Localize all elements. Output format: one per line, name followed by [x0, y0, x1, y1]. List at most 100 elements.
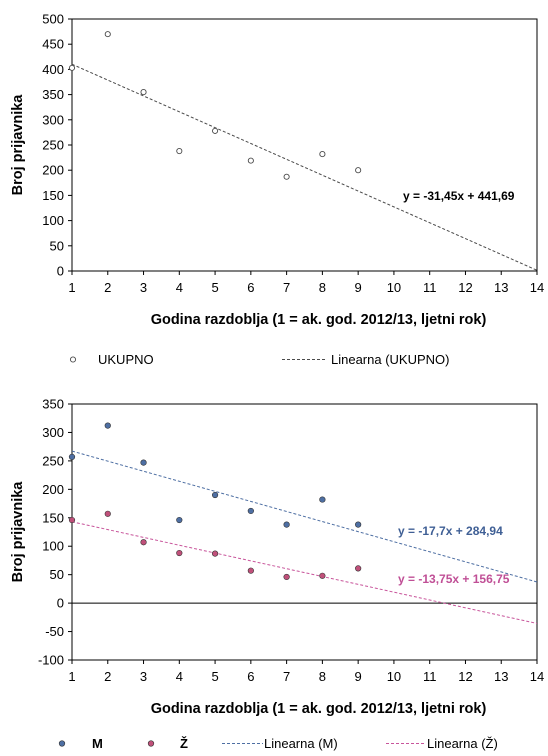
x-tick-label: 11 [423, 669, 437, 684]
x-tick-label: 1 [68, 669, 75, 684]
trendline-z [72, 521, 537, 624]
y-tick-label: 150 [42, 188, 64, 203]
trendline-equation: y = -13,75x + 156,75 [398, 572, 510, 586]
y-tick-label: 300 [42, 425, 64, 440]
data-point-m [319, 496, 326, 503]
data-point-z [247, 567, 254, 574]
y-tick-label: 0 [57, 264, 64, 279]
trendline-ukupno [72, 63, 537, 271]
plot-area-border [71, 18, 538, 272]
x-axis-title: Godina razdoblja (1 = ak. god. 2012/13, … [151, 701, 487, 717]
y-tick-label: -50 [45, 624, 64, 639]
y-tick-label: 300 [42, 112, 64, 127]
x-tick-label: 1 [68, 280, 75, 295]
y-tick-label: 400 [42, 62, 64, 77]
x-tick-label: 3 [140, 280, 147, 295]
data-point-m [140, 459, 147, 466]
plot-area-border [71, 403, 538, 661]
x-tick-label: 10 [387, 280, 401, 295]
x-tick-label: 14 [530, 280, 544, 295]
x-tick-label: 12 [458, 280, 472, 295]
data-point-ukupno [247, 157, 254, 164]
x-tick-label: 6 [247, 280, 254, 295]
y-tick-label: 450 [42, 37, 64, 52]
x-tick-label: 2 [104, 669, 111, 684]
data-point-ukupno [176, 147, 183, 155]
x-tick-label: 3 [140, 669, 147, 684]
y-tick-label: 100 [42, 539, 64, 554]
data-point-m [176, 516, 183, 524]
y-tick-label: 50 [50, 238, 64, 253]
legend-marker-z [147, 740, 155, 747]
data-point-ukupno [283, 173, 290, 180]
data-point-m [355, 521, 362, 528]
x-axis-title: Godina razdoblja (1 = ak. god. 2012/13, … [151, 312, 487, 328]
x-tick-label: 6 [247, 669, 254, 684]
x-tick-label: 5 [211, 669, 218, 684]
y-tick-label: 350 [42, 87, 64, 102]
legend-label: Linearna (UKUPNO) [331, 352, 450, 367]
y-tick-label: 250 [42, 453, 64, 468]
x-tick-label: 5 [211, 280, 218, 295]
data-point-m [211, 491, 219, 499]
data-point-z [355, 565, 362, 572]
x-tick-label: 9 [355, 280, 362, 295]
data-point-m [247, 507, 254, 515]
data-point-z [176, 549, 183, 557]
x-tick-label: 4 [176, 669, 183, 684]
legend-label: Linearna (M) [264, 736, 338, 751]
x-tick-label: 10 [387, 669, 401, 684]
data-point-m [283, 521, 290, 528]
trendline-equation: y = -17,7x + 284,94 [398, 524, 503, 538]
data-point-m [68, 453, 76, 461]
data-point-z [319, 572, 326, 579]
y-tick-label: 500 [42, 12, 64, 27]
y-tick-label: 150 [42, 510, 64, 525]
y-tick-label: 200 [42, 482, 64, 497]
y-tick-label: 350 [42, 397, 64, 412]
x-tick-label: 7 [283, 669, 290, 684]
data-point-z [140, 539, 147, 546]
legend-label: UKUPNO [98, 352, 154, 367]
y-tick-label: 250 [42, 138, 64, 153]
x-tick-label: 8 [319, 669, 326, 684]
x-tick-label: 8 [319, 280, 326, 295]
x-tick-label: 2 [104, 280, 111, 295]
x-tick-label: 9 [355, 669, 362, 684]
y-tick-label: 0 [57, 596, 64, 611]
data-point-ukupno [319, 151, 326, 158]
data-point-z [211, 550, 219, 557]
x-tick-label: 12 [458, 669, 472, 684]
data-point-ukupno [140, 89, 147, 96]
y-tick-label: 50 [50, 567, 64, 582]
y-tick-label: 100 [42, 213, 64, 228]
x-tick-label: 4 [176, 280, 183, 295]
trendline-m [72, 450, 537, 583]
y-axis-title: Broj prijavnika [10, 94, 26, 196]
legend-label: M [92, 736, 103, 751]
data-point-ukupno [68, 64, 76, 71]
data-point-ukupno [212, 127, 219, 134]
y-tick-label: 200 [42, 163, 64, 178]
x-tick-label: 14 [530, 669, 544, 684]
data-point-ukupno [355, 167, 362, 174]
x-tick-label: 13 [494, 280, 508, 295]
x-tick-label: 7 [283, 280, 290, 295]
data-point-z [68, 516, 76, 524]
legend-label: Linearna (Ž) [427, 736, 498, 751]
legend-marker-ukupno [69, 356, 77, 363]
data-point-m [104, 422, 111, 429]
legend-marker-m [58, 740, 66, 747]
y-axis-title: Broj prijavnika [10, 481, 26, 583]
data-point-z [104, 510, 111, 517]
data-point-ukupno [104, 31, 111, 38]
trendline-equation: y = -31,45x + 441,69 [403, 189, 515, 203]
data-point-z [283, 573, 290, 581]
y-tick-label: -100 [38, 653, 64, 668]
x-tick-label: 11 [423, 280, 437, 295]
x-tick-label: 13 [494, 669, 508, 684]
legend-label: Ž [180, 736, 188, 751]
